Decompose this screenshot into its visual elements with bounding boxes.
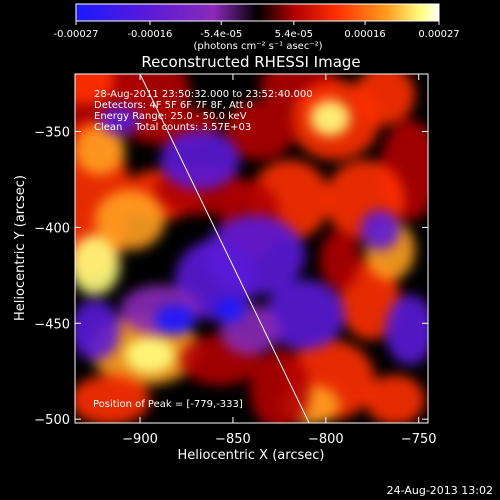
annotation-time-range: 28-Aug-2011 23:50:32.000 to 23:52:40.000 xyxy=(94,89,313,100)
annotation-counts: Clean Total counts: 3.57E+03 xyxy=(94,122,251,133)
colorbar-tick-label: -0.00016 xyxy=(127,29,172,40)
y-tick-label: −400 xyxy=(34,221,70,236)
colorbar xyxy=(75,3,440,22)
x-tick-label: −800 xyxy=(308,432,344,447)
emission-region xyxy=(95,190,165,250)
emission-region xyxy=(100,105,140,135)
emission-region xyxy=(385,295,428,365)
x-axis-label: Heliocentric X (arcsec) xyxy=(178,448,325,463)
emission-region xyxy=(250,350,310,423)
axis-ticks: −900 −850 −800 −750 −350 −400 −450 −500 xyxy=(34,74,437,447)
colorbar-tick-label: 5.4e-05 xyxy=(275,29,313,40)
annotation-block: 28-Aug-2011 23:50:32.000 to 23:52:40.000… xyxy=(94,89,313,133)
x-tick-label: −850 xyxy=(215,432,251,447)
emission-region xyxy=(75,74,115,105)
colorbar-tick-label: -5.4e-05 xyxy=(200,29,242,40)
x-tick-label: −900 xyxy=(122,432,158,447)
emission-region xyxy=(215,298,245,322)
emission-region xyxy=(125,337,175,373)
y-axis-label: Heliocentric Y (arcsec) xyxy=(13,175,28,321)
emission-region xyxy=(75,375,150,423)
emission-region xyxy=(320,230,360,290)
colorbar-tick-label: 0.00016 xyxy=(344,29,385,40)
emission-region xyxy=(360,210,400,250)
annotation-detectors: Detectors: 4F 5F 6F 7F 8F, Att 0 xyxy=(94,100,253,111)
emission-region xyxy=(75,125,125,175)
emission-region xyxy=(355,74,415,125)
annotation-energy: Energy Range: 25.0 - 50.0 keV xyxy=(94,111,247,122)
emission-region xyxy=(340,260,400,340)
emission-region xyxy=(75,235,120,295)
chart-title: Reconstructed RHESSI Image xyxy=(141,53,360,71)
emission-region xyxy=(75,300,120,360)
footer-timestamp: 24-Aug-2013 13:02 xyxy=(387,484,493,497)
colorbar-tick-label: -0.00027 xyxy=(54,29,99,40)
colorbar-ticks: -0.00027 -0.00016 -5.4e-05 5.4e-05 0.00016 0.… xyxy=(54,21,460,40)
peak-position-label: Position of Peak = [-779,-333] xyxy=(93,399,243,410)
y-tick-label: −450 xyxy=(34,317,70,332)
colorbar-tick-label: 0.00027 xyxy=(418,29,459,40)
emission-region xyxy=(310,100,350,136)
emission-region xyxy=(155,305,195,335)
colorbar-unit-label: (photons cm⁻² s⁻¹ asec⁻²) xyxy=(193,41,322,52)
y-tick-label: −500 xyxy=(34,413,70,428)
emission-region xyxy=(160,130,240,190)
emission-region xyxy=(225,100,295,160)
x-tick-label: −750 xyxy=(401,432,437,447)
plot-frame xyxy=(74,73,429,424)
heatmap-image xyxy=(75,74,428,423)
emission-region xyxy=(365,375,425,423)
solar-limb-line xyxy=(139,73,310,424)
emission-region xyxy=(265,280,345,350)
y-tick-label: −350 xyxy=(34,126,70,141)
